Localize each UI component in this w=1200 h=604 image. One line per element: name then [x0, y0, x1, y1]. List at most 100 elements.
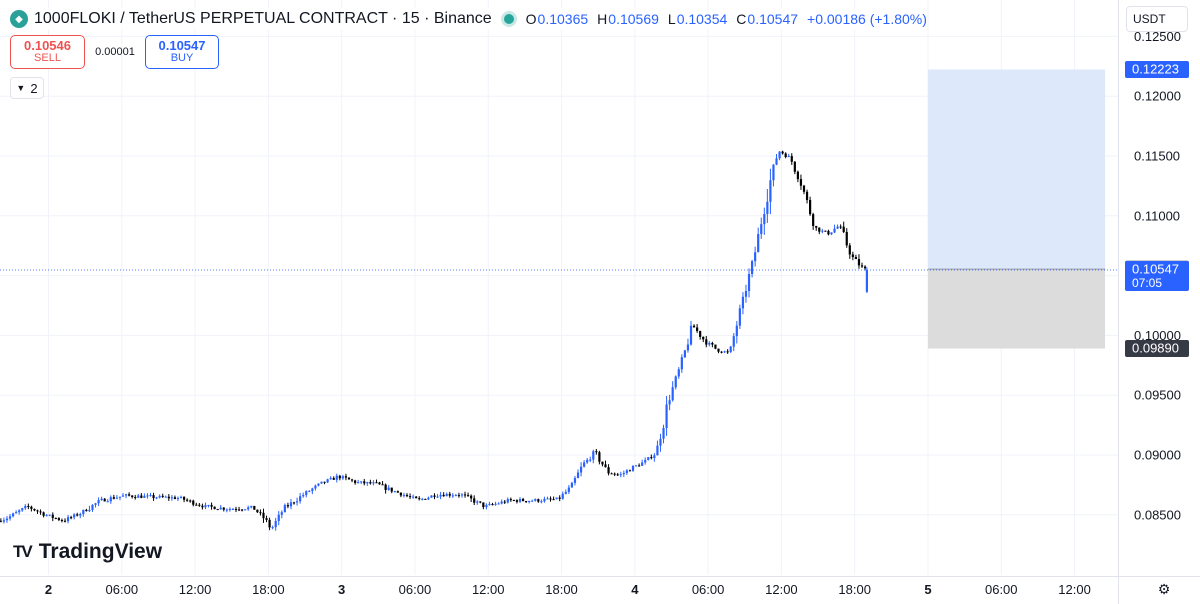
candle-body [683, 350, 687, 358]
candle-body [763, 213, 766, 225]
candle-body [729, 346, 732, 352]
time-tick-label: 12:00 [1058, 582, 1091, 597]
buy-price: 0.10547 [158, 38, 206, 53]
time-tick-label: 06:00 [106, 582, 139, 597]
candle-body [259, 512, 262, 514]
time-axis: 2 06:00 12:00 18:00 3 06:00 12:00 18:00 4 06:00 12… [0, 576, 1200, 597]
candle-body [332, 478, 335, 480]
candle-body [91, 504, 94, 510]
candle-body [341, 476, 344, 479]
candle-body [320, 481, 323, 484]
candle-body [350, 479, 354, 481]
candle-body [421, 498, 424, 500]
candle-body [286, 505, 290, 507]
candle-body [149, 495, 152, 497]
candle-body [289, 502, 293, 507]
candle-body [796, 171, 799, 180]
candle-body [552, 499, 555, 501]
candle-body [775, 158, 778, 165]
candle-body [369, 482, 372, 484]
candle-body [476, 501, 479, 503]
candle-body [781, 151, 784, 154]
candle-body [323, 481, 326, 483]
candle-body [207, 504, 210, 506]
candle-body [457, 495, 461, 497]
candle-body [384, 484, 387, 490]
candle-body [671, 387, 674, 401]
close-label: C [736, 11, 747, 27]
candle-body [247, 507, 250, 510]
candle-body [430, 495, 433, 498]
trade-panel: 0.10546 SELL 0.00001 0.10547 BUY [10, 35, 219, 69]
candle-body [121, 495, 125, 497]
candle-body [537, 499, 540, 502]
candle-body [69, 517, 73, 519]
candle-body [662, 427, 665, 439]
currency-label: USDT [1133, 12, 1166, 26]
time-tick-label: 06:00 [692, 582, 725, 597]
candle-body [833, 228, 836, 233]
candle-body [854, 257, 858, 260]
candle-body [717, 348, 720, 352]
candle-body [506, 499, 509, 503]
candle-body [625, 470, 628, 473]
candle-body [650, 457, 653, 459]
candle-body [103, 498, 106, 502]
candle-body [812, 214, 815, 226]
candle-body [689, 325, 693, 345]
candle-body [677, 369, 680, 377]
candle-body [821, 230, 824, 232]
candle-body [360, 481, 363, 483]
candle-body [839, 226, 842, 228]
candle-body [760, 224, 763, 235]
candle-body [750, 261, 754, 274]
candle-body [711, 342, 714, 345]
candle-body [589, 459, 592, 461]
candle-body [295, 501, 299, 503]
candle-body [152, 495, 155, 499]
candle-body [79, 514, 82, 516]
candle-body [399, 492, 403, 496]
candle-body [131, 495, 134, 498]
candle-body [24, 505, 27, 509]
candle-body [439, 494, 442, 497]
price-tick-label: 0.11500 [1134, 149, 1180, 164]
candle-body [500, 501, 503, 504]
candle-body [656, 445, 659, 456]
candle-body [213, 506, 216, 510]
candle-body [124, 494, 128, 496]
currency-selector[interactable]: USDT [1126, 6, 1188, 32]
symbol-title[interactable]: 1000FLOKI / TetherUS PERPETUAL CONTRACT … [34, 10, 492, 27]
candle-body [503, 501, 506, 503]
candle-body [173, 497, 177, 499]
candle-body [357, 482, 360, 484]
settings-icon[interactable]: ⚙ [1157, 580, 1171, 597]
candle-body [827, 230, 830, 235]
indicators-toggle-button[interactable]: ▼ 2 [10, 77, 44, 99]
candle-body [97, 500, 100, 504]
candle-body [479, 501, 482, 503]
candle-body [311, 488, 314, 492]
candle-body [497, 503, 500, 505]
sell-button[interactable]: 0.10546 SELL [10, 35, 85, 69]
candle-body [653, 455, 656, 459]
candle-body [241, 509, 244, 511]
candle-body [195, 504, 198, 506]
candle-body [692, 325, 696, 328]
time-tick-label: 3 [338, 582, 345, 597]
target-zone [927, 69, 1106, 270]
buy-button[interactable]: 0.10547 BUY [145, 35, 219, 69]
candle-body [738, 308, 741, 326]
candle-body [433, 495, 436, 497]
candle-body [253, 505, 256, 510]
candle-body [865, 269, 869, 292]
target-price-label-bg [1125, 61, 1189, 79]
symbol-logo-icon: ◆ [10, 10, 28, 28]
candle-body [592, 451, 595, 460]
candle-body [155, 497, 158, 499]
candle-body [448, 493, 451, 496]
candle-body [818, 227, 821, 232]
candle-body [143, 495, 146, 498]
